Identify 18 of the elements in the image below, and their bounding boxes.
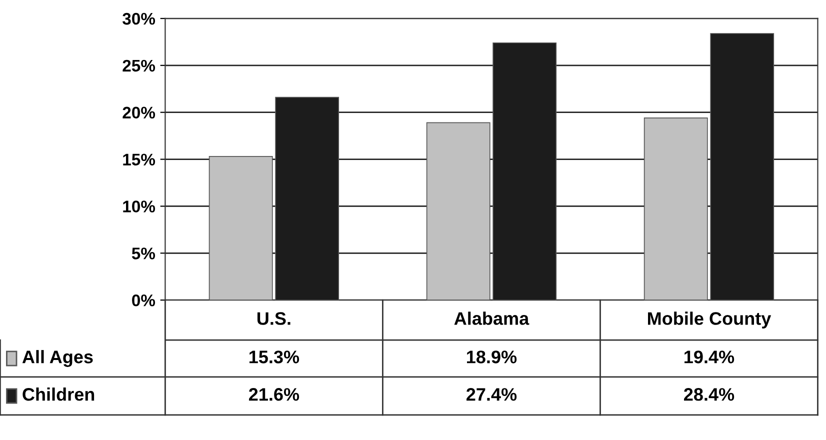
data-label: 15.3% <box>249 350 300 364</box>
data-label: 27.4% <box>466 388 517 401</box>
legend-label: Children <box>22 388 94 401</box>
data-label: 28.4% <box>684 388 734 401</box>
y-tick-label: 20% <box>122 106 156 119</box>
data-label: 18.9% <box>467 350 517 364</box>
x-tick-label: Alabama <box>454 312 530 325</box>
y-tick-label: 10% <box>123 200 156 212</box>
y-tick-label: 25% <box>122 60 156 72</box>
data-label: 19.4% <box>684 350 734 364</box>
y-tick-label: 30% <box>122 12 156 25</box>
y-tick-label: 0% <box>132 294 156 306</box>
y-tick-label: 15% <box>123 154 156 166</box>
legend-label: All Ages <box>22 350 93 367</box>
data-label: 21.6% <box>248 388 300 401</box>
y-tick-label: 5% <box>132 248 156 260</box>
x-tick-label: U.S. <box>257 312 290 325</box>
x-tick-label: Mobile County <box>648 312 772 328</box>
